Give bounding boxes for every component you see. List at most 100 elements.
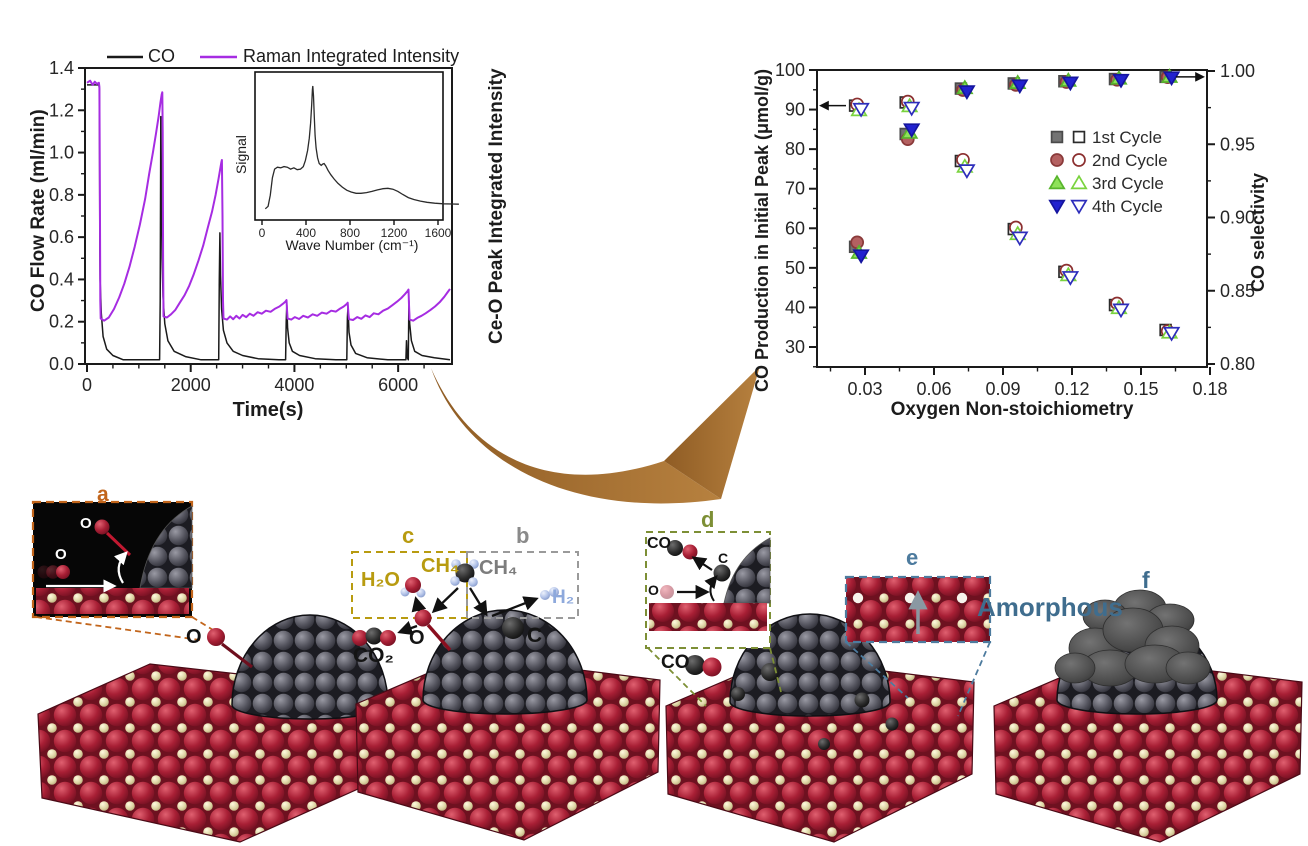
inset-d-nickel-edge [723,537,771,604]
right-chart-x-tick-label: 0.12 [1054,379,1089,399]
mechanism-scene [31,500,1303,843]
data-point-open-production [1061,271,1080,286]
left-chart-x-tick-label: 2000 [171,375,211,395]
panel-b-label: b [516,523,530,548]
right-chart-left-y-tick-label: 40 [785,297,805,317]
inset-x-tick-label: 0 [259,226,266,240]
inset-x-tick-label: 1200 [381,226,408,240]
data-point-open-production [1162,326,1181,342]
ch4-label-b: CH₄ [479,557,518,579]
ch4-c-atom [455,563,475,583]
legend-symbol-open [1072,153,1086,167]
right-chart-right-y-tick-label: 0.80 [1220,354,1255,374]
inset-a-oxygen-ghost [46,565,60,579]
right-chart-left-y-tick-label: 80 [785,139,805,159]
inset-d-co-label: CO [647,535,671,552]
left-chart-y-axis-label: CO Flow Rate (ml/min) [28,109,49,312]
inset-d-connector-1 [647,647,707,707]
co-product-label: CO [661,652,690,673]
data-point-filled-selectivity [1061,76,1080,92]
data-point-filled-selectivity [852,249,870,265]
data-point-filled-selectivity [1112,73,1130,89]
inset-a-ceria-strip [36,588,189,614]
arrow-ch4-to-o [431,587,459,614]
right-chart-right-y-tick-label: 1.00 [1220,61,1255,81]
inset-x-axis-label: Wave Number (cm⁻¹) [285,237,419,253]
inset-a-oxygen-atom-2 [56,565,70,579]
amorphous-carbon-blob [1054,652,1096,684]
series-raman [86,79,451,322]
panel-a-label: a [97,483,109,506]
carbon-label: C [527,624,543,647]
left-chart-x-tick-label: 4000 [274,375,314,395]
right-chart-x-tick-label: 0.03 [847,379,882,399]
structure-a-oxygen-label: O [186,626,202,648]
inset-a-curved-arrow [113,551,128,584]
right-chart-right-y-tick-label: 0.85 [1220,281,1255,301]
inset-spectrum [264,85,459,210]
panel-f-label: f [1142,567,1150,593]
carbon-deposit [854,692,870,708]
right-chart-left-y-axis-label: CO Production in Initial Peak (μmol/g) [752,68,772,392]
arrow-particle-to-h2 [491,596,539,618]
data-point-filled-selectivity [1162,71,1181,87]
left-chart-x-axis-label: Time(s) [232,399,304,421]
inset-a-oxygen-atom-1 [94,519,110,535]
inset-d-carbon-atom [713,564,731,582]
carbon-deposit [885,717,899,731]
arrow-o-to-co2 [397,620,418,636]
legend-symbol-filled [1048,174,1066,190]
co-product-c-atom [685,655,705,675]
right-chart-x-axis-label: Oxygen Non-stoichiometry [890,399,1134,420]
left-chart: 0.0 0.2 0.4 0.6 0.8 1.0 1.2 1.4 0 2000 4000 6000 0 40… [49,55,459,395]
left-chart-y-tick-label: 0.4 [49,269,74,289]
h2o-h-atom [416,588,426,598]
right-chart-x-tick-label: 0.18 [1192,379,1227,399]
series-co [87,84,451,361]
data-point-open-production [903,101,921,117]
swoosh-head [664,366,760,499]
left-chart-y-tick-label: 0.6 [49,227,74,247]
co2-o-atom [352,630,368,646]
co-product-o-atom [702,657,722,677]
amorphous-label: Amorphous [977,592,1123,622]
legend-symbol-filled [1050,153,1064,167]
right-chart-x-tick-label: 0.06 [916,379,951,399]
right-chart-left-y-tick-label: 70 [785,179,805,199]
inset-d-oxygen-label: O [648,582,659,598]
ch4-h-atom [468,577,478,587]
right-chart: 30 40 50 60 70 80 90 100 0.80 0.85 0.90 0.95 1.00 0.0… [775,60,1255,399]
h2-atom [549,587,559,597]
inset-d-co-o-atom [682,544,698,560]
panel-e-label: e [906,545,919,570]
right-chart-right-y-tick-label: 0.95 [1220,134,1255,154]
right-chart-left-y-tick-label: 30 [785,337,805,357]
lattice-o-bond [426,623,452,652]
nickel-particle-2 [422,609,588,715]
right-chart-left-y-tick-label: 50 [785,258,805,278]
right-chart-right-y-axis-label: CO selectivity [1248,172,1268,292]
data-point-open-production [1011,231,1029,247]
inset-y-axis-label: Signal [233,135,249,174]
left-chart-x-tick-label: 6000 [378,375,418,395]
inset-e-connector-1 [845,641,909,699]
h2o-o-atom [405,577,421,593]
legend-cycle-label: 4th Cycle [1092,197,1163,216]
left-chart-y-tick-label: 0.2 [49,312,74,332]
left-chart-y-tick-label: 1.4 [49,58,74,78]
inset-x-tick-label: 800 [340,226,360,240]
inset-x-tick-label: 400 [296,226,316,240]
structure-a-oxygen-atom [207,628,225,646]
left-chart-legend-co-label: CO [148,46,175,66]
arrow-o-to-h2o [411,596,427,613]
right-chart-x-tick-label: 0.09 [985,379,1020,399]
data-point-open-production [958,164,976,179]
data-point-filled-selectivity [958,85,976,100]
left-chart-legend-raman-label: Raman Integrated Intensity [243,46,460,66]
h2o-label: H₂O [361,569,400,591]
inset-frame [254,71,444,221]
data-point-filled-selectivity [903,123,921,139]
ch4-h-atom [450,576,460,586]
inset-a-nickel-edge [139,505,193,589]
